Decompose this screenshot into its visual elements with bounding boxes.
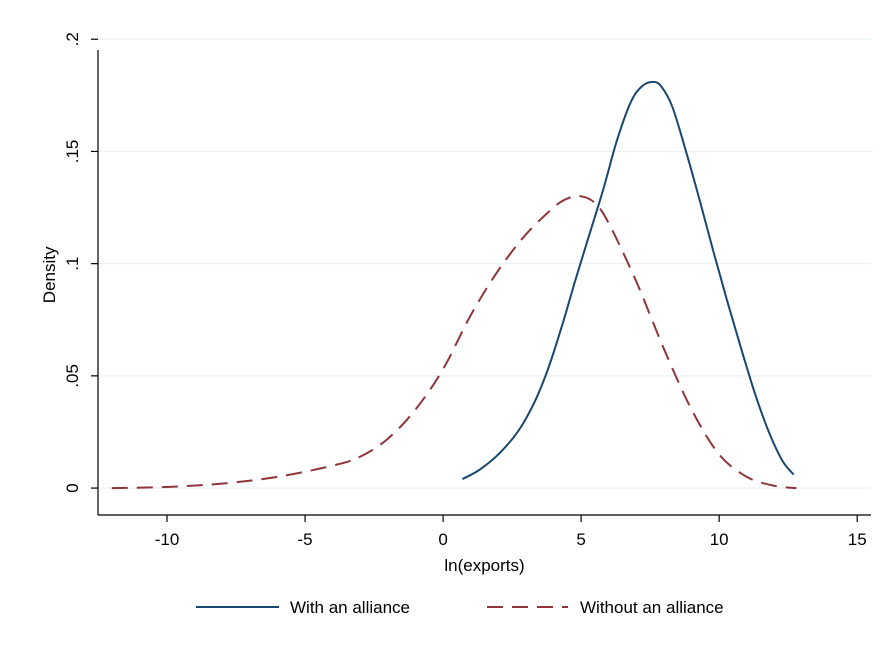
- axes: 0 .05 .1 .15 .2 -10 -5 0 5 10 15: [63, 32, 871, 549]
- x-tick-label: 0: [438, 530, 447, 549]
- y-tick-label: .05: [63, 364, 82, 388]
- x-tick-label: 15: [848, 530, 867, 549]
- y-axis-title: Density: [40, 246, 59, 303]
- x-tick-label: -10: [155, 530, 180, 549]
- x-axis-title: ln(exports): [444, 556, 524, 575]
- legend-label-without-alliance: Without an alliance: [580, 598, 724, 617]
- legend: With an alliance Without an alliance: [196, 598, 724, 617]
- series-line-with-alliance: [461, 80, 795, 480]
- series-group: [111, 80, 797, 490]
- grid-lines: [98, 38, 871, 489]
- series-line-without-alliance: [111, 195, 797, 490]
- legend-label-with-alliance: With an alliance: [290, 598, 410, 617]
- y-tick-label: .2: [63, 32, 82, 46]
- y-tick-label: .1: [63, 257, 82, 271]
- y-tick-label: .15: [63, 140, 82, 164]
- x-tick-label: 5: [576, 530, 585, 549]
- y-tick-label: 0: [63, 483, 82, 492]
- x-tick-label: 10: [710, 530, 729, 549]
- x-tick-label: -5: [297, 530, 312, 549]
